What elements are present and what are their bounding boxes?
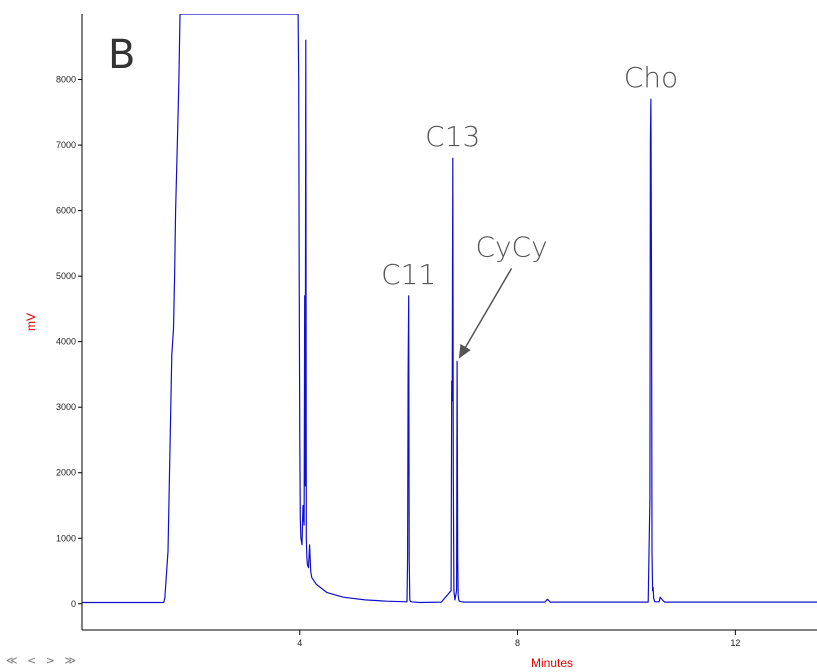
peak-label: CyCy [475,230,547,263]
x-tick-label: 4 [297,638,302,648]
first-page-button[interactable]: ≪ [6,654,21,667]
peak-label: C11 [381,258,436,291]
last-page-button[interactable]: ≫ [64,654,79,667]
y-tick-label: 5000 [56,271,76,281]
axes: 0 1000 2000 3000 4000 5000 6000 7000 8000 4 8 12 [56,14,817,648]
x-tick-label: 12 [730,638,740,648]
series-line [82,14,817,604]
y-tick-label: 3000 [56,402,76,412]
y-axis-title: mV [24,313,38,331]
series-layer [82,14,817,604]
peak-label: Cho [624,61,678,94]
annotation-arrow [458,267,513,359]
y-tick-label: 0 [71,599,76,609]
y-tick-label: 7000 [56,140,76,150]
x-tick-label: 8 [515,638,520,648]
previous-page-button[interactable]: < [27,654,40,667]
next-page-button[interactable]: > [45,654,58,667]
y-tick-label: 6000 [56,206,76,216]
y-tick-label: 4000 [56,337,76,347]
y-tick-label: 1000 [56,533,76,543]
y-tick-label: 8000 [56,75,76,85]
peak-label: C13 [425,120,480,153]
panel-letter: B [108,32,135,78]
x-axis-title: Minutes [531,656,573,670]
navigation-controls: ≪ < > ≫ [6,654,79,667]
y-tick-label: 2000 [56,468,76,478]
annotation-layer: C11 C13 CyCy Cho [381,61,678,359]
